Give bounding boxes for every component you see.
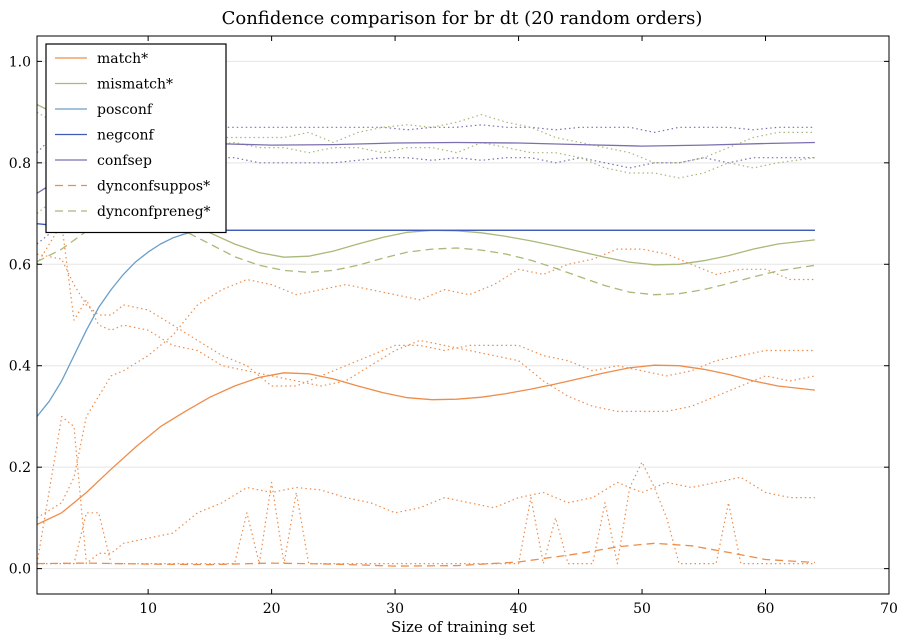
- series-run-10-line: [37, 248, 815, 519]
- x-tick-label-3: 40: [510, 601, 528, 617]
- y-tick-label-1: 0.2: [9, 460, 31, 476]
- legend-box: [45, 43, 227, 234]
- legend-label-posconf: posconf: [97, 102, 154, 118]
- series-dynconfsuppos-line: [37, 542, 815, 567]
- y-tick-label-0: 0.0: [9, 562, 31, 578]
- y-tick-label-4: 0.8: [9, 156, 31, 172]
- x-tick-label-4: 50: [633, 601, 651, 617]
- series-run-15-line: [37, 141, 815, 214]
- legend-label-dynconfsuppos: dynconfsuppos*: [97, 179, 210, 195]
- chart-title: Confidence comparison for br dt (20 rand…: [222, 8, 703, 29]
- x-tick-label-5: 60: [757, 601, 775, 617]
- y-tick-label-2: 0.4: [9, 359, 31, 375]
- x-tick-label-6: 70: [880, 601, 898, 617]
- series-dynconfpreneg-line: [37, 212, 815, 296]
- y-tick-label-5: 1.0: [9, 54, 31, 70]
- x-tick-label-2: 30: [386, 601, 404, 617]
- x-tick-label-1: 20: [263, 601, 281, 617]
- x-tick-label-0: 10: [139, 601, 157, 617]
- series-run-13-line: [37, 154, 815, 245]
- legend-label-dynconfpreneg: dynconfpreneg*: [97, 204, 211, 220]
- series-run-9-line: [37, 223, 816, 412]
- series-match-line: [37, 364, 815, 526]
- y-tick-label-3: 0.6: [9, 257, 31, 273]
- x-axis-title: Size of training set: [391, 618, 535, 636]
- series-run-8-line: [37, 461, 815, 565]
- legend-label-match: match*: [97, 51, 148, 67]
- plot-frame: [36, 35, 890, 595]
- legend: match* mismatch* posconf negconf confsep dync…: [45, 43, 227, 234]
- series-run-11-line: [37, 253, 815, 387]
- axis-ticks: 10 20 30 40 50 60 70 0.0 0.2 0.4 0.6 0.8 1.0: [9, 36, 898, 617]
- legend-label-mismatch: mismatch*: [97, 77, 173, 93]
- legend-label-confsep: confsep: [97, 153, 152, 169]
- series-posconf-line: [37, 229, 815, 417]
- series-run-7-line: [37, 415, 815, 565]
- legend-label-negconf: negconf: [97, 128, 156, 144]
